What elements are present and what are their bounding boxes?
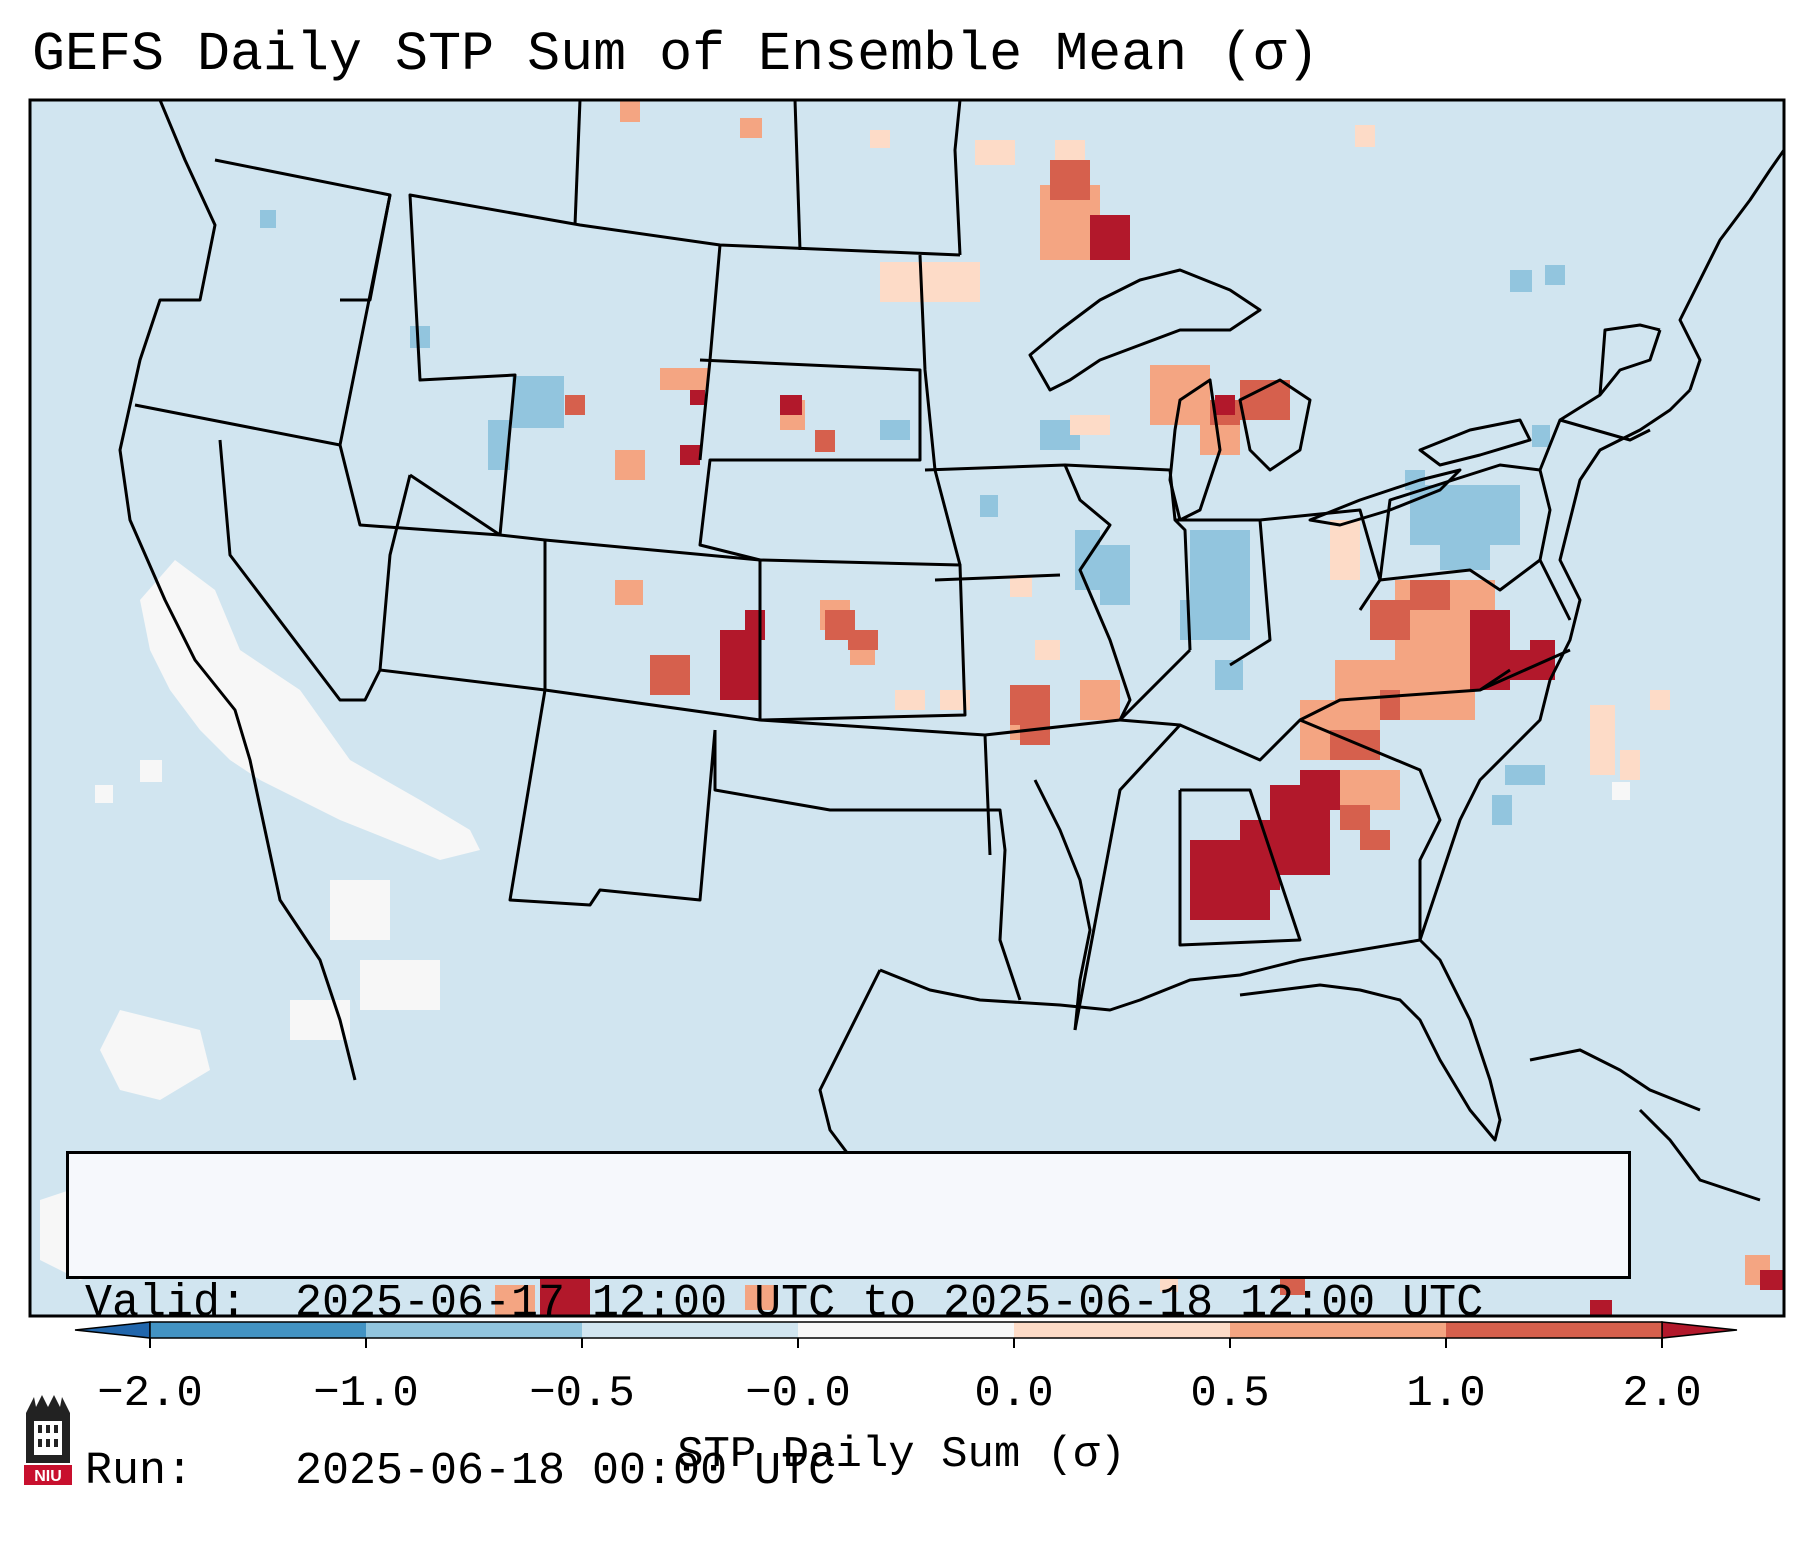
cuba-bahamas <box>1529 1048 1761 1202</box>
strong-positive-cells <box>565 160 1450 1295</box>
colorbar-tick-label: −0.0 <box>745 1369 851 1419</box>
weak-positive-cells <box>870 125 1670 1292</box>
coastlines <box>118 100 1784 1202</box>
logo-text: NIU <box>34 1468 62 1485</box>
colorbar-tick-label: 2.0 <box>1622 1369 1702 1419</box>
colorbar-segment <box>582 1322 798 1338</box>
colorbar-tick-label: −0.5 <box>529 1369 635 1419</box>
colorbar-tick-label: −1.0 <box>313 1369 419 1419</box>
colorbar-tick-label: 0.0 <box>974 1369 1054 1419</box>
great-lakes <box>1028 268 1532 527</box>
colorbar-segment <box>1014 1322 1230 1338</box>
run-row: Run: 2025-06-18 00:00 UTC <box>85 1444 1628 1500</box>
colorbar-tick-label: −2.0 <box>97 1369 203 1419</box>
colorbar-segment <box>150 1322 366 1338</box>
colorbar-tick-label: 0.5 <box>1190 1369 1270 1419</box>
colorbar-extend-low <box>74 1321 151 1339</box>
colorbar-segment <box>798 1322 1014 1338</box>
run-label: Run: <box>85 1446 194 1497</box>
colorbar-segment <box>1446 1322 1662 1338</box>
colorbar-tick-label: 1.0 <box>1406 1369 1486 1419</box>
colorbar-outline <box>149 1321 1663 1339</box>
colorbar <box>74 1321 1738 1348</box>
valid-value: 2025-06-17 12:00 UTC to 2025-06-18 12:00… <box>295 1278 1484 1329</box>
extreme-positive-cells <box>540 215 1784 1316</box>
niu-logo-icon: NIU <box>24 1395 72 1485</box>
colorbar-extend-high <box>1661 1321 1738 1339</box>
valid-row: Valid: 2025-06-17 12:00 UTC to 2025-06-18… <box>85 1276 1628 1332</box>
colorbar-segment <box>366 1322 582 1338</box>
colorbar-label: STP Daily Sum (σ) <box>677 1430 1126 1480</box>
colorbar-segment <box>1230 1322 1446 1338</box>
map-frame <box>28 98 1786 1318</box>
run-info-box: Valid: 2025-06-17 12:00 UTC to 2025-06-18… <box>66 1151 1631 1497</box>
colorbar-ticks <box>149 1338 1663 1348</box>
run-value: 2025-06-18 00:00 UTC <box>295 1446 836 1497</box>
colorbar-segments <box>74 1321 1738 1339</box>
chart-title: GEFS Daily STP Sum of Ensemble Mean (σ) <box>32 23 1320 86</box>
valid-label: Valid: <box>85 1278 248 1329</box>
map-panel <box>28 98 1786 1318</box>
state-borders <box>134 100 1662 1031</box>
